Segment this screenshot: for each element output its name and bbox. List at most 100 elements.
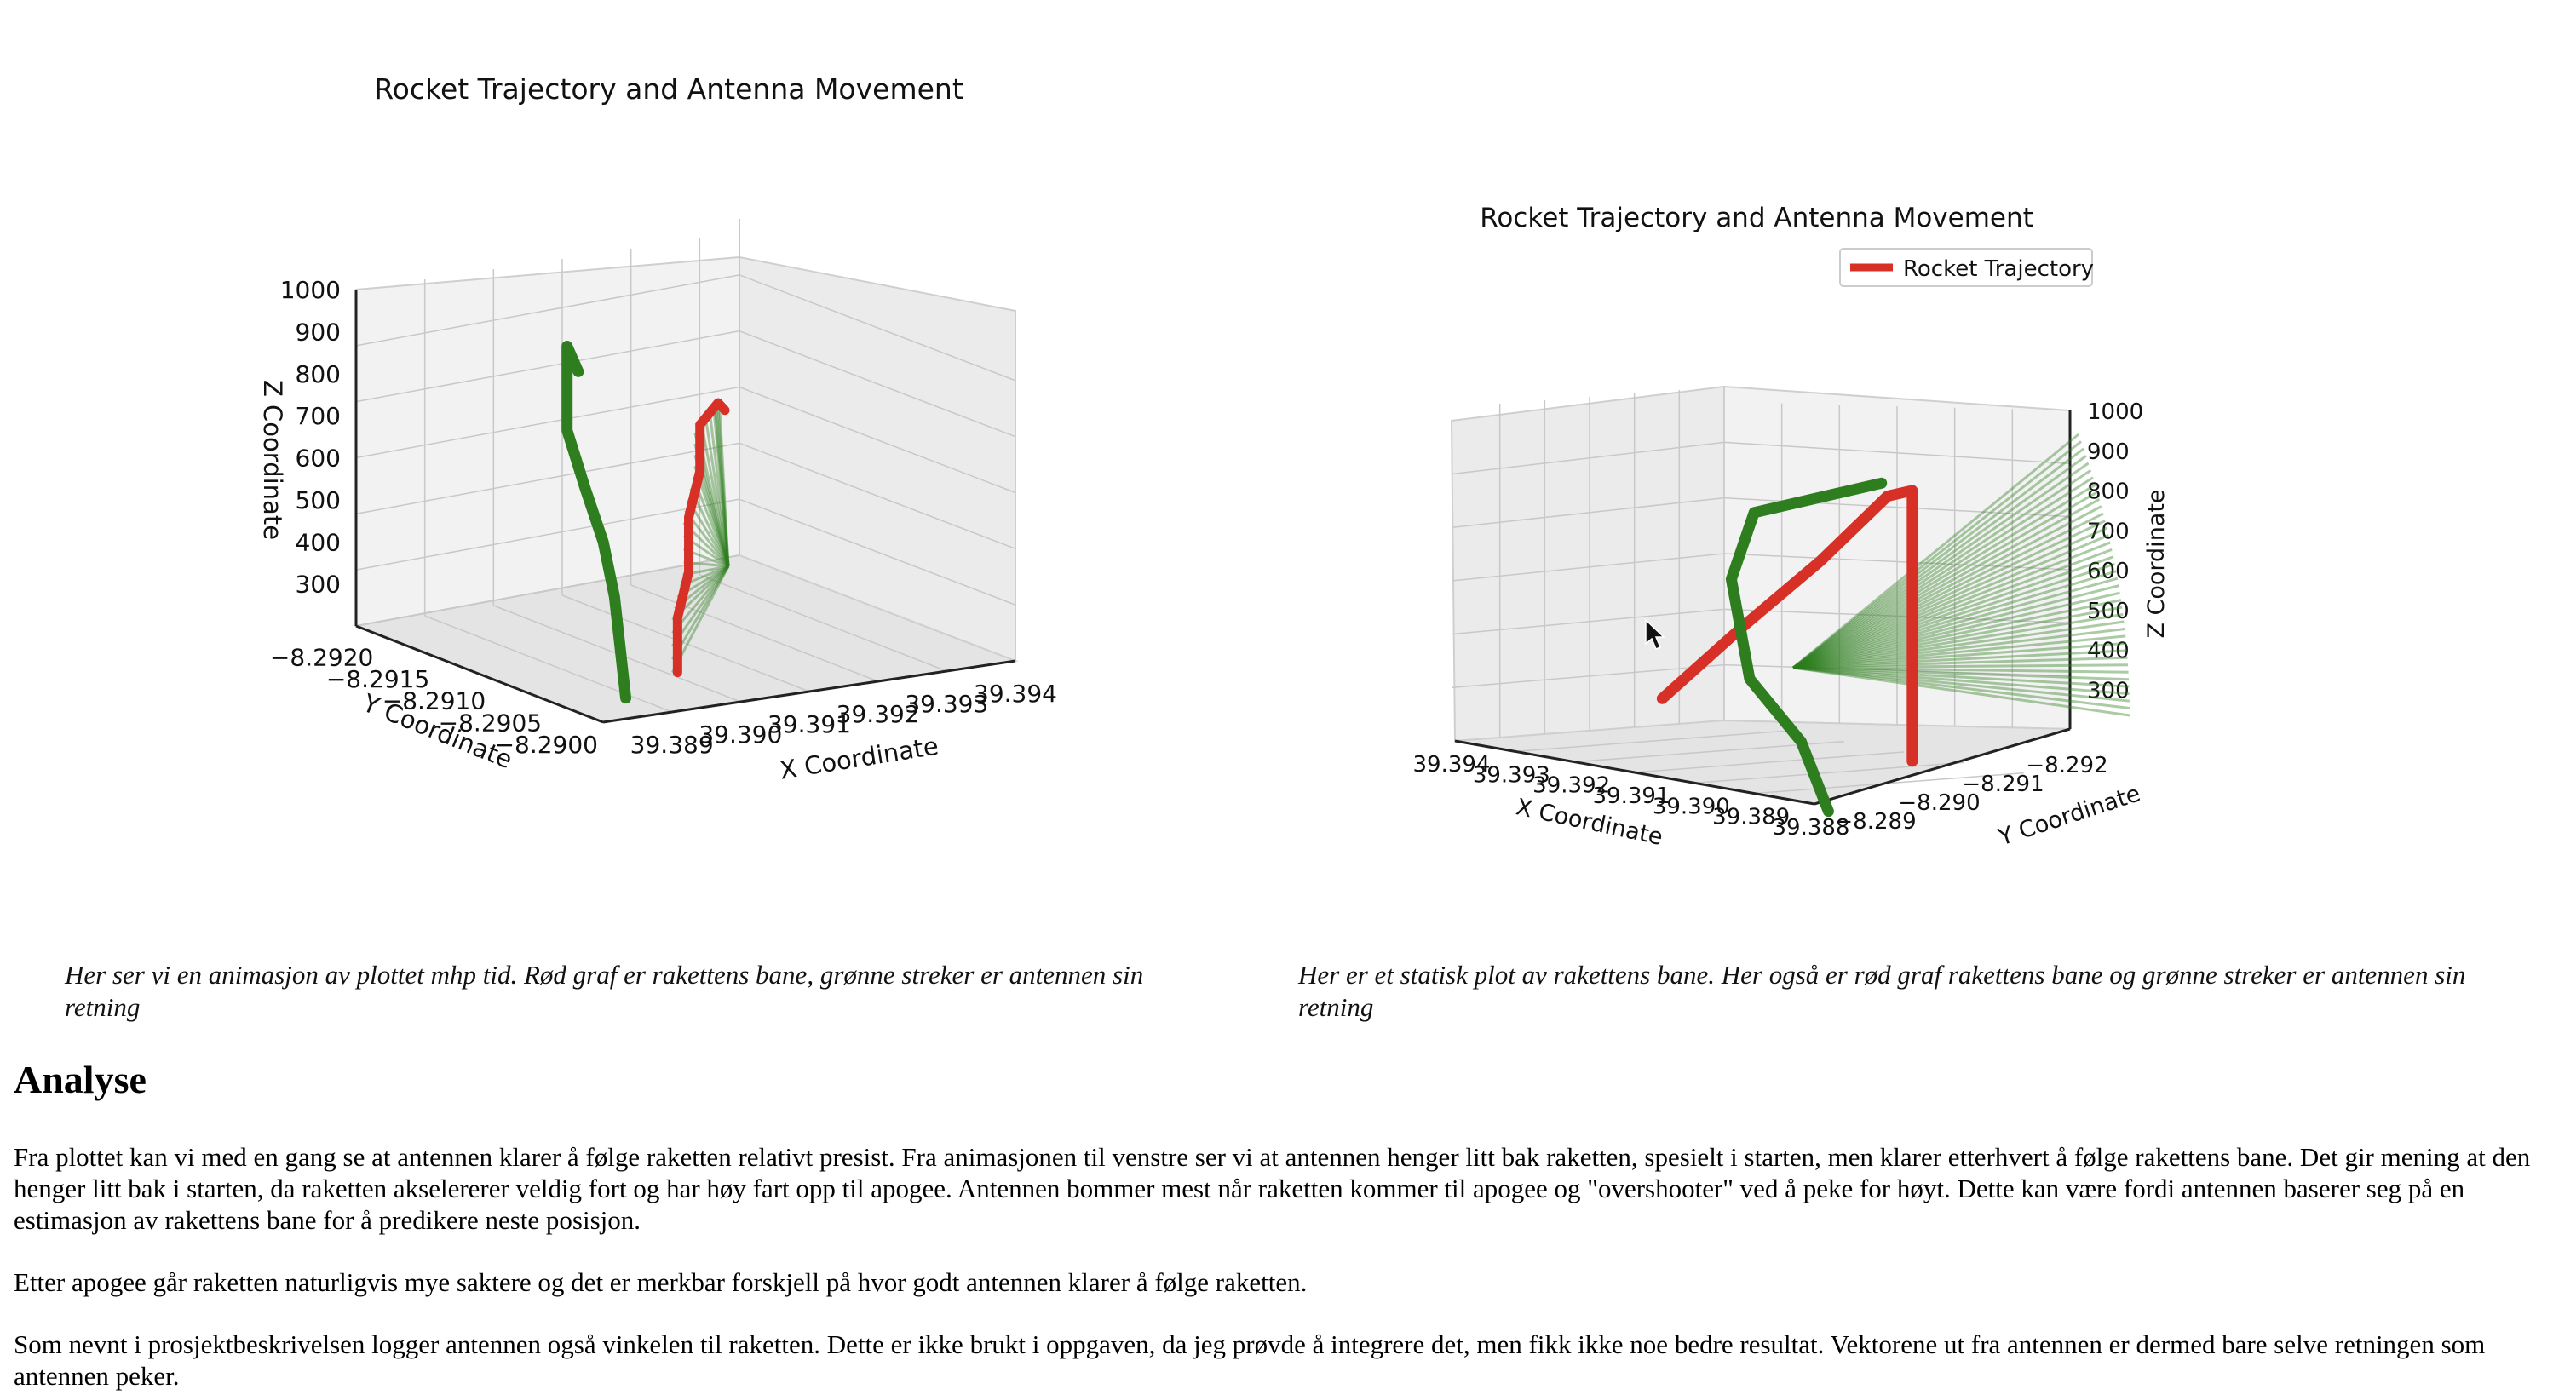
antenna-vector — [716, 408, 730, 567]
grid-line — [1723, 663, 2071, 677]
x-tick-label: 39.394 — [974, 680, 1057, 708]
antenna-vector — [708, 407, 730, 567]
caption-left: Her ser vi en animasjon av plottet mhp t… — [65, 960, 1144, 1022]
antenna-vector — [703, 412, 730, 567]
x-tick-label: 39.388 — [1773, 815, 1850, 841]
antenna-vector — [1792, 505, 2102, 669]
grid-line — [739, 442, 1016, 550]
x-tick-label: 39.391 — [768, 710, 851, 738]
chart-right-antenna-path — [1725, 477, 1888, 818]
chart-right-z-label: Z Coordinate — [2143, 489, 2170, 638]
grid-line — [1515, 730, 1785, 753]
grid-line — [739, 386, 1016, 494]
antenna-vector — [1792, 666, 2130, 717]
antenna-vector — [1792, 476, 2094, 669]
z-tick-label: 800 — [2087, 479, 2130, 505]
chart-left-svg: Rocket Trajectory and Antenna Movement 3… — [258, 72, 1057, 785]
x-tick-label: 39.394 — [1413, 752, 1491, 778]
grid-line — [1694, 761, 1964, 784]
z-tick-label: 600 — [2087, 559, 2130, 584]
grid-line — [355, 554, 740, 627]
antenna-vector — [1792, 570, 2117, 669]
grid-line — [355, 498, 740, 571]
z-tick-label: 900 — [296, 318, 341, 346]
antenna-vector — [1792, 541, 2111, 669]
antenna-vector — [1792, 548, 2113, 669]
y-tick-label: −8.291 — [1962, 772, 2044, 797]
chart-right-antenna-vectors — [1792, 433, 2130, 717]
antenna-vector — [1792, 526, 2107, 669]
grid-line — [355, 274, 740, 347]
antenna-vector — [1792, 666, 2130, 696]
antenna-vector — [1792, 599, 2122, 669]
z-tick-label: 300 — [296, 571, 341, 599]
grid-line — [739, 498, 1016, 606]
grid-line — [355, 386, 740, 459]
antenna-vector — [1792, 666, 2130, 703]
antenna-vector — [1792, 620, 2125, 669]
chart-right-rocket-trajectory — [1656, 485, 1918, 767]
grid-line — [630, 584, 878, 682]
chart-left-title: Rocket Trajectory and Antenna Movement — [374, 72, 963, 106]
antenna-vector — [1792, 591, 2120, 669]
antenna-vector — [1792, 577, 2119, 669]
antenna-vector — [713, 405, 730, 567]
z-tick-label: 500 — [296, 486, 341, 514]
antenna-vector — [1792, 555, 2114, 669]
analysis-heading: Analyse — [14, 1058, 147, 1101]
y-tick-label: −8.2915 — [326, 665, 429, 693]
grid-line — [561, 594, 810, 692]
antenna-vector — [1792, 666, 2130, 681]
antenna-vector — [1792, 462, 2090, 669]
antenna-vector — [1792, 613, 2124, 669]
y-tick-label: −8.289 — [1834, 809, 1916, 835]
antenna-vector — [1792, 440, 2082, 669]
chart-left-x-label: X Coordinate — [778, 732, 940, 785]
z-tick-label: 900 — [2087, 439, 2130, 465]
y-tick-label: −8.2910 — [382, 687, 486, 715]
analysis-paragraph-1: Fra plottet kan vi med en gang se at ant… — [14, 1142, 2531, 1235]
antenna-vector — [1792, 447, 2084, 669]
antenna-vector — [1792, 666, 2130, 688]
caption-right: Her er et statisk plot av rakettens bane… — [1298, 960, 2466, 1022]
antenna-vector — [1792, 666, 2130, 710]
x-tick-label: 39.392 — [837, 700, 920, 728]
x-tick-label: 39.389 — [1712, 805, 1790, 830]
y-tick-label: −8.2905 — [439, 709, 542, 737]
antenna-vector — [1792, 627, 2125, 669]
antenna-vector — [1792, 433, 2079, 669]
chart-right-x-axis — [1454, 739, 1815, 806]
analysis-paragraph-2: Etter apogee går raketten naturligvis my… — [14, 1267, 1308, 1297]
x-tick-label: 39.392 — [1532, 773, 1610, 799]
antenna-vector — [1792, 455, 2087, 669]
chart-right-ticks: 39.39439.39339.39239.39139.39039.38939.3… — [1413, 399, 2144, 841]
grid-line — [1451, 663, 1725, 689]
antenna-vector — [1792, 469, 2092, 669]
z-tick-label: 1000 — [280, 276, 341, 304]
antenna-vector — [1792, 584, 2119, 669]
grid-line — [1634, 751, 1905, 773]
x-tick-label: 39.391 — [1593, 784, 1670, 809]
x-tick-label: 39.393 — [905, 690, 988, 718]
y-tick-label: −8.2920 — [270, 643, 373, 671]
chart-right: Rocket Trajectory and Antenna Movement R… — [1278, 0, 2576, 979]
grid-line — [699, 574, 947, 672]
antenna-vector — [1792, 649, 2127, 669]
antenna-vector — [1792, 656, 2128, 669]
y-tick-label: −8.290 — [1898, 790, 1980, 816]
antenna-vector — [1792, 666, 2129, 674]
antenna-vector — [1792, 497, 2101, 669]
chart-left-rocket-trajectory — [672, 398, 730, 678]
grid-line — [355, 330, 740, 403]
legend-label-rocket: Rocket Trajectory — [1903, 256, 2094, 282]
grid-line — [739, 274, 1016, 382]
z-tick-label: 800 — [296, 360, 341, 388]
z-tick-label: 400 — [2087, 639, 2130, 664]
antenna-vector — [1792, 562, 2116, 669]
antenna-vector — [1792, 520, 2106, 669]
z-tick-label: 600 — [296, 445, 341, 473]
chart-right-left-pane — [1450, 385, 1725, 743]
chart-right-legend: Rocket Trajectory — [1839, 248, 2094, 287]
z-tick-label: 700 — [296, 402, 341, 430]
